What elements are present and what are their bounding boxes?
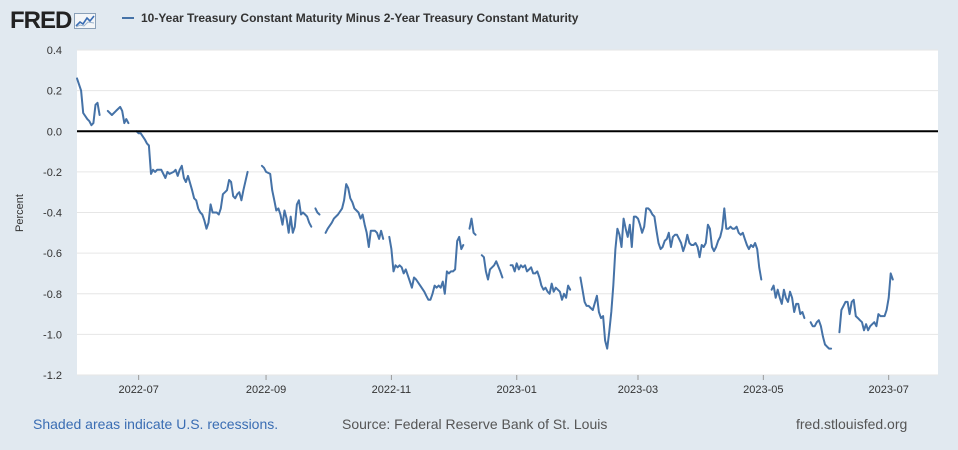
series-line-segment[interactable] <box>770 284 806 320</box>
series-line-segment[interactable] <box>314 207 321 216</box>
chart-header: FRED 10-Year Treasury Constant Maturity … <box>0 0 958 40</box>
y-tick-label: -0.4 <box>43 208 62 220</box>
series-line-segment[interactable] <box>509 262 572 301</box>
grid-lines <box>77 49 938 376</box>
series-line-segment[interactable] <box>260 164 313 234</box>
x-tick-label: 2022-09 <box>246 384 286 396</box>
y-axis-label: Percent <box>14 194 26 232</box>
x-axis-ticks: 2022-07 2022-09 2022-11 2023-01 2023-03 2023-… <box>118 375 909 396</box>
x-tick-label: 2023-03 <box>618 384 658 396</box>
fred-logo[interactable]: FRED <box>10 6 97 36</box>
fred-logo-text: FRED <box>10 7 72 34</box>
series-line-segment[interactable] <box>468 217 477 236</box>
series-line-segment[interactable] <box>480 254 504 281</box>
series-line-segment[interactable] <box>76 77 101 127</box>
y-tick-label: 0.2 <box>47 86 62 98</box>
y-tick-label: -1.0 <box>43 329 62 341</box>
y-axis-ticks: 0.4 0.2 0.0 -0.2 -0.4 -0.6 -0.8 -1.0 -1.2 <box>43 45 62 382</box>
y-tick-label: -0.6 <box>43 248 62 260</box>
y-tick-label: -0.8 <box>43 289 62 301</box>
series-line-segment[interactable] <box>324 183 385 248</box>
series-line-segment[interactable] <box>135 130 249 230</box>
chart-legend[interactable]: 10-Year Treasury Constant Maturity Minus… <box>122 11 578 25</box>
line-chart-icon <box>74 13 97 29</box>
chart-footer: Shaded areas indicate U.S. recessions. S… <box>0 414 958 436</box>
x-tick-label: 2023-07 <box>868 384 908 396</box>
source-note: Source: Federal Reserve Bank of St. Loui… <box>342 416 608 432</box>
legend-swatch <box>122 17 134 19</box>
y-tick-label: -0.2 <box>43 167 62 179</box>
x-tick-label: 2022-11 <box>372 384 412 396</box>
line-chart: 0.4 0.2 0.0 -0.2 -0.4 -0.6 -0.8 -1.0 -1.2 2022-0… <box>14 45 938 396</box>
series-line-segment[interactable] <box>838 272 894 334</box>
y-tick-label: -1.2 <box>43 370 62 382</box>
site-link[interactable]: fred.stlouisfed.org <box>796 416 908 432</box>
y-tick-label: 0.0 <box>47 126 62 138</box>
series-line-segment[interactable] <box>809 319 833 350</box>
series-line-segment[interactable] <box>106 105 130 125</box>
series-lines <box>76 77 894 350</box>
y-tick-label: 0.4 <box>47 45 62 57</box>
recession-note-link[interactable]: Shaded areas indicate U.S. recessions. <box>33 416 279 432</box>
series-line-segment[interactable] <box>388 235 465 301</box>
series-line-segment[interactable] <box>579 207 763 350</box>
x-tick-label: 2023-05 <box>743 384 783 396</box>
x-tick-label: 2022-07 <box>118 384 158 396</box>
legend-series-label: 10-Year Treasury Constant Maturity Minus… <box>141 11 579 25</box>
x-tick-label: 2023-01 <box>497 384 537 396</box>
